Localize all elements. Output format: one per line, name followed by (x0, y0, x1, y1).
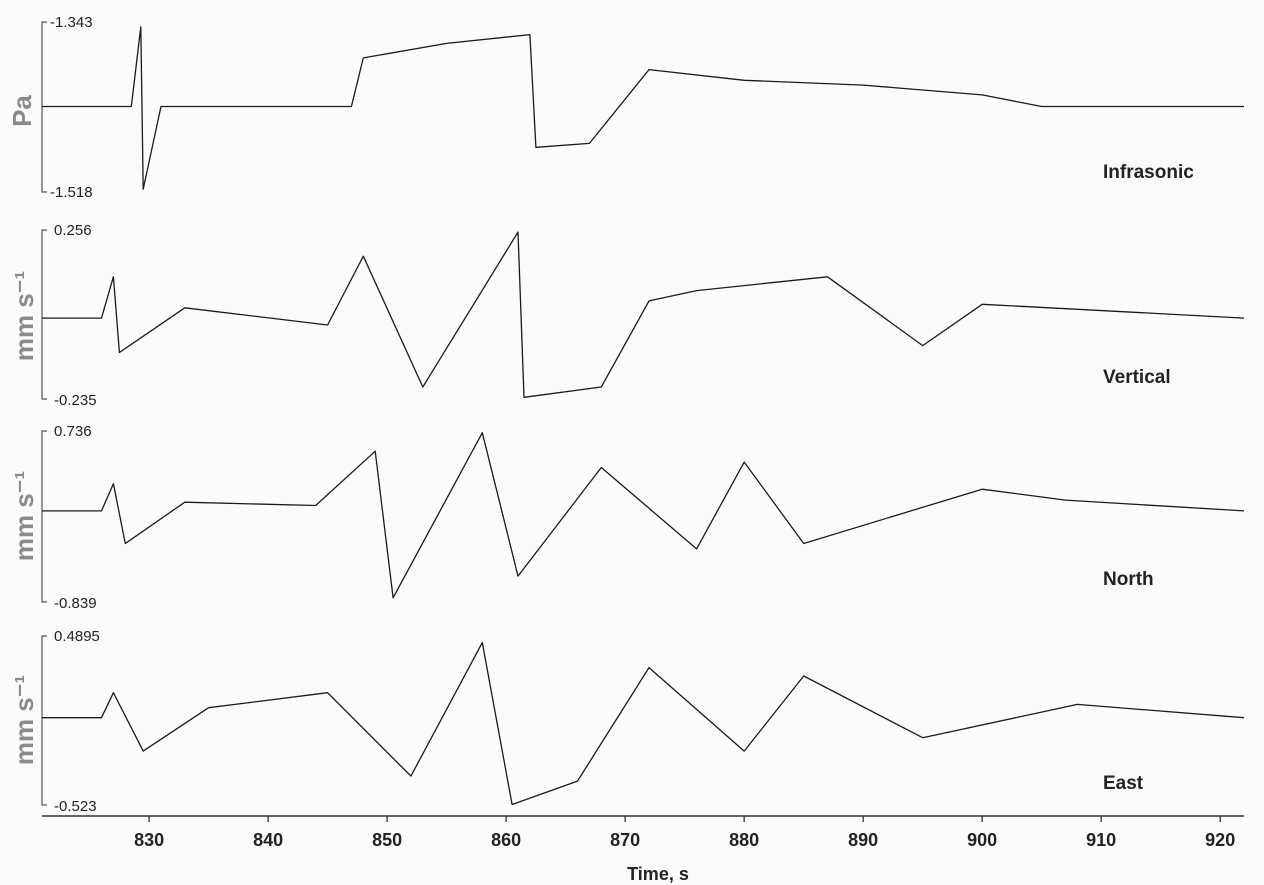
panel-north-ymax-label: 0.736 (54, 423, 92, 440)
panel-east-ymax-label: 0.4895 (54, 628, 100, 645)
panel-infrasonic-name: Infrasonic (1103, 162, 1194, 183)
panel-north-trace (42, 432, 1245, 599)
time-axis: 830 840 850 860 870 880 890 900 910 920 Time, s (42, 815, 1244, 884)
panel-vertical-ymax-label: 0.256 (54, 222, 92, 239)
panel-vertical: 0.256 -0.235 mm s⁻¹ Vertical (9, 222, 1245, 409)
panel-infrasonic: -1.343 -1.518 Pa Infrasonic (7, 14, 1244, 201)
panel-north-name: North (1103, 569, 1154, 590)
panel-east-ymin-label: -0.523 (54, 798, 97, 815)
panel-infrasonic-ymin-label: -1.518 (50, 184, 93, 201)
panel-east-trace (42, 641, 1245, 806)
panel-east-ylabel: mm s⁻¹ (9, 675, 39, 765)
panel-vertical-trace (42, 231, 1245, 398)
x-tick-label-900: 900 (967, 830, 997, 850)
panel-north-yaxis-bracket (41, 430, 47, 603)
panel-east-yaxis-bracket (41, 635, 47, 806)
panel-infrasonic-trace (42, 26, 1244, 190)
x-tick-label-860: 860 (491, 830, 521, 850)
x-tick-label-910: 910 (1086, 830, 1116, 850)
x-tick-label-920: 920 (1205, 830, 1235, 850)
panel-east: 0.4895 -0.523 mm s⁻¹ East (9, 628, 1245, 815)
x-tick-label-890: 890 (848, 830, 878, 850)
x-tick-label-870: 870 (610, 830, 640, 850)
x-tick-label-850: 850 (372, 830, 402, 850)
panel-north: 0.736 -0.839 mm s⁻¹ North (9, 423, 1245, 612)
panel-vertical-yaxis-bracket (41, 229, 47, 400)
panel-north-ymin-label: -0.839 (54, 595, 97, 612)
panel-vertical-ylabel: mm s⁻¹ (9, 271, 39, 361)
panel-infrasonic-ylabel: Pa (7, 95, 37, 127)
x-tick-label-880: 880 (729, 830, 759, 850)
x-tick-label-840: 840 (253, 830, 283, 850)
panel-north-ylabel: mm s⁻¹ (9, 471, 39, 561)
x-tick-label-830: 830 (134, 830, 164, 850)
panel-infrasonic-ymax-label: -1.343 (50, 14, 93, 31)
panel-vertical-ymin-label: -0.235 (54, 392, 97, 409)
panel-east-name: East (1103, 773, 1144, 794)
time-axis-label: Time, s (627, 864, 689, 884)
panel-vertical-name: Vertical (1103, 367, 1171, 388)
time-axis-ticks: 830 840 850 860 870 880 890 900 910 920 (134, 816, 1235, 850)
